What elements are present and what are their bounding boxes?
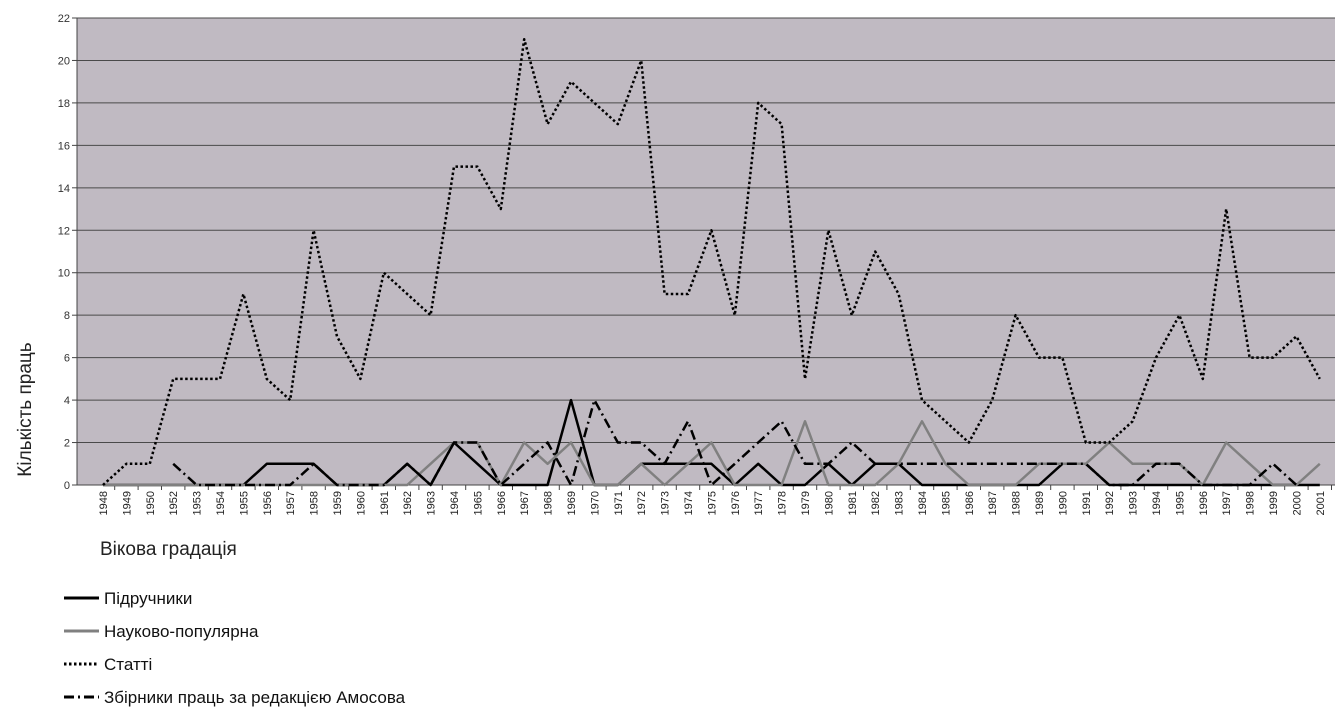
x-tick-label: 1963 (426, 491, 438, 515)
x-tick-label: 1966 (496, 491, 508, 515)
x-tick-label: 1981 (847, 491, 859, 515)
x-tick-label: 1961 (379, 491, 391, 515)
x-tick-label: 1996 (1198, 491, 1210, 515)
x-tick-label: 1965 (472, 491, 484, 515)
legend-label-1: Підручники (104, 589, 192, 608)
x-tick-label: 1987 (987, 491, 999, 515)
x-tick-label: 1967 (519, 491, 531, 515)
x-tick-label: 1955 (238, 491, 250, 515)
legend-label-3: Статті (104, 655, 152, 674)
x-tick-label: 1972 (636, 491, 648, 515)
x-tick-label: 1949 (121, 491, 133, 515)
x-tick-label: 1984 (917, 491, 929, 515)
y-tick-label: 12 (58, 225, 70, 237)
series-line-3 (102, 37, 1321, 486)
x-tick-label: 1959 (332, 491, 344, 515)
x-tick-label: 1960 (355, 491, 367, 515)
x-tick-label: 1958 (309, 491, 321, 515)
x-tick-label: 1953 (192, 491, 204, 515)
x-tick-label: 1977 (753, 491, 765, 515)
y-tick-label: 16 (58, 140, 70, 152)
x-tick-label: 1980 (823, 491, 835, 515)
y-tick-label: 6 (64, 353, 70, 365)
x-tick-label: 1969 (566, 491, 578, 515)
x-tick-label: 1948 (98, 491, 110, 515)
x-tick-label: 1988 (1011, 491, 1023, 515)
y-tick-label: 18 (58, 98, 70, 110)
y-tick-label: 2 (64, 438, 70, 450)
y-tick-label: 10 (58, 268, 70, 280)
legend: Підручники Науково-популярна Статті Збірник… (64, 589, 406, 707)
legend-label-4: Збірники праць за редакцією Амосова (104, 688, 406, 707)
x-tick-label: 1970 (589, 491, 601, 515)
x-tick-label: 1973 (660, 491, 672, 515)
x-tick-label: 2000 (1291, 491, 1303, 515)
x-tick-label: 1976 (730, 491, 742, 515)
x-tick-label: 1964 (449, 491, 461, 515)
x-tick-label: 2001 (1315, 491, 1327, 515)
x-tick-label: 1957 (285, 491, 297, 515)
x-tick-label: 1950 (145, 491, 157, 515)
x-tick-label: 1997 (1221, 491, 1233, 515)
x-tick-label: 1952 (168, 491, 180, 515)
x-tick-label: 1995 (1174, 491, 1186, 515)
y-axis: 0 2 4 6 8 10 12 14 16 18 20 22 (58, 13, 78, 492)
series-line-1 (103, 398, 1320, 487)
y-tick-label: 14 (58, 183, 70, 195)
x-tick-label: 1956 (262, 491, 274, 515)
series-line-4 (172, 398, 1298, 487)
x-tick-label: 1962 (402, 491, 414, 515)
x-tick-label: 1971 (613, 491, 625, 515)
x-tick-label: 1998 (1245, 491, 1257, 515)
x-axis: 1948 1949 1950 1952 1953 1954 1955 1956 1957 1958… (77, 484, 1335, 515)
x-tick-label: 1974 (683, 491, 695, 515)
x-tick-label: 1993 (1128, 491, 1140, 515)
y-axis-title: Кількість праць (15, 342, 36, 476)
y-tick-label: 0 (64, 480, 70, 492)
y-tick-label: 4 (64, 395, 70, 407)
x-tick-label: 1994 (1151, 491, 1163, 515)
y-tick-label: 22 (58, 13, 70, 25)
x-tick-label: 1982 (870, 491, 882, 515)
x-tick-label: 1954 (215, 491, 227, 515)
y-tick-label: 8 (64, 310, 70, 322)
x-tick-label: 1989 (1034, 491, 1046, 515)
x-tick-label: 1999 (1268, 491, 1280, 515)
series-line-2 (103, 420, 1321, 487)
x-tick-label: 1990 (1057, 491, 1069, 515)
x-tick-label: 1975 (706, 491, 718, 515)
x-tick-label: 1979 (800, 491, 812, 515)
legend-label-2: Науково-популярна (104, 622, 259, 641)
gridlines (77, 17, 1335, 486)
x-tick-label: 1978 (777, 491, 789, 515)
x-tick-label: 1992 (1104, 491, 1116, 515)
y-tick-label: 20 (58, 55, 70, 67)
x-tick-label: 1991 (1081, 491, 1093, 515)
x-axis-title: Вікова градація (100, 539, 237, 560)
x-tick-label: 1986 (964, 491, 976, 515)
x-tick-label: 1968 (543, 491, 555, 515)
x-tick-label: 1983 (894, 491, 906, 515)
series-lines (102, 37, 1321, 487)
x-tick-label: 1985 (940, 491, 952, 515)
plot-background (77, 18, 1335, 485)
